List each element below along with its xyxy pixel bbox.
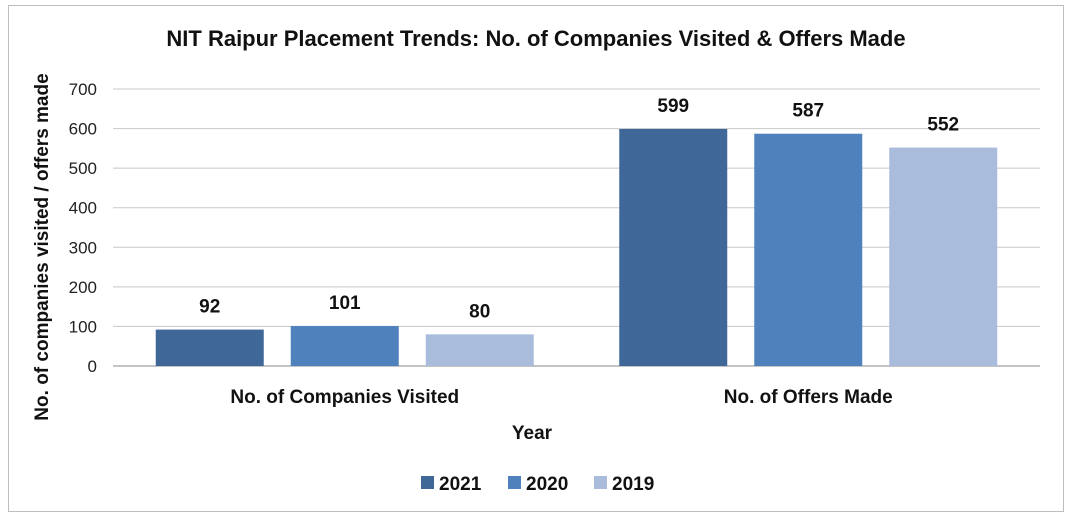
chart-title: NIT Raipur Placement Trends: No. of Comp…: [166, 26, 905, 51]
bar-2020: [754, 133, 863, 366]
x-axis-label: Year: [512, 423, 553, 444]
data-label: 587: [792, 101, 824, 122]
legend-label: 2019: [612, 474, 654, 495]
y-tick-label: 300: [69, 238, 97, 257]
data-label: 101: [329, 293, 361, 314]
data-label: 552: [927, 115, 959, 136]
data-label: 92: [199, 297, 220, 318]
legend-swatch-2021: [421, 476, 434, 489]
y-tick-label: 600: [69, 120, 97, 139]
bar-2019: [425, 334, 534, 366]
y-tick-label: 0: [88, 357, 97, 376]
chart-border: [8, 5, 1064, 512]
y-tick-label: 500: [69, 159, 97, 178]
bar-2021: [619, 128, 728, 366]
x-tick-label: No. of Offers Made: [724, 387, 893, 408]
bar-2019: [889, 147, 998, 366]
y-tick-label: 700: [69, 80, 97, 99]
data-label: 80: [469, 301, 490, 322]
legend-label: 2020: [526, 474, 568, 495]
y-tick-label: 200: [69, 278, 97, 297]
x-tick-label: No. of Companies Visited: [230, 387, 459, 408]
data-label: 599: [657, 96, 689, 117]
legend-label: 2021: [439, 474, 482, 495]
y-tick-label: 400: [69, 199, 97, 218]
y-tick-label: 100: [69, 317, 97, 336]
y-axis-label: No. of companies visited / offers made: [32, 73, 53, 420]
legend-swatch-2020: [508, 476, 521, 489]
legend-swatch-2019: [594, 476, 607, 489]
bar-2020: [290, 326, 399, 366]
bar-2021: [155, 329, 264, 366]
